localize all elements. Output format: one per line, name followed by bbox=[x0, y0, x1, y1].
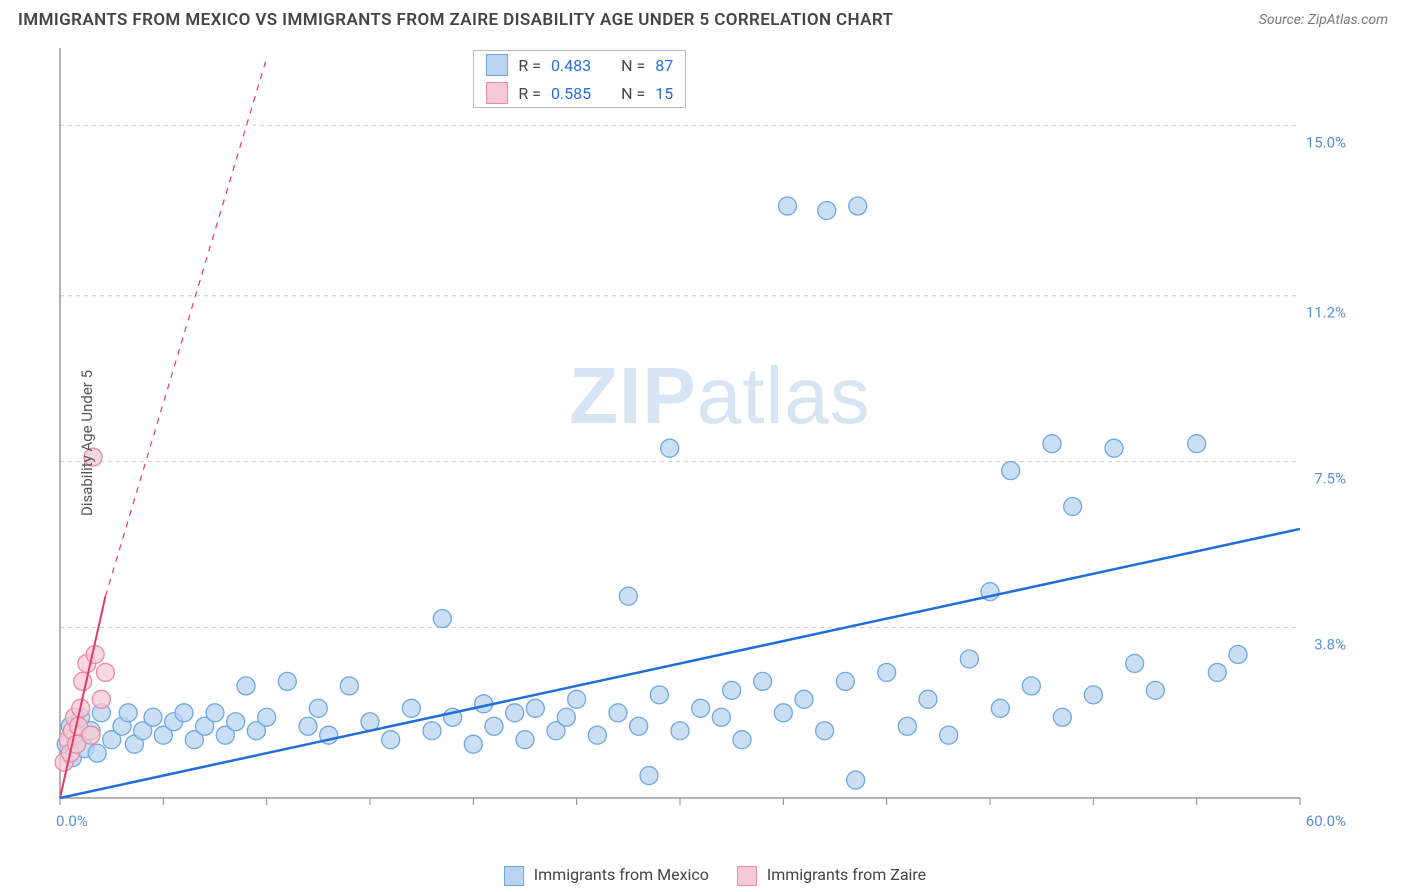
svg-text:11.2%: 11.2% bbox=[1306, 304, 1346, 322]
corr-n-label: N = bbox=[621, 56, 645, 75]
corr-r-value: 0.585 bbox=[551, 84, 591, 103]
svg-text:3.8%: 3.8% bbox=[1314, 636, 1346, 654]
corr-swatch bbox=[486, 82, 508, 104]
corr-row: R = 0.585 N = 15 bbox=[474, 79, 685, 107]
legend-swatch-mexico bbox=[504, 866, 524, 886]
svg-text:0.0%: 0.0% bbox=[56, 812, 88, 830]
plot-area: Disability Age Under 5 ZIPatlas 3.8%7.5%… bbox=[50, 48, 1390, 838]
title-bar: IMMIGRANTS FROM MEXICO VS IMMIGRANTS FRO… bbox=[0, 0, 1406, 36]
corr-n-label: N = bbox=[621, 84, 645, 103]
source-label: Source: ZipAtlas.com bbox=[1259, 12, 1388, 28]
legend-label-mexico: Immigrants from Mexico bbox=[534, 865, 709, 884]
legend-label-zaire: Immigrants from Zaire bbox=[767, 865, 926, 884]
svg-text:15.0%: 15.0% bbox=[1306, 133, 1346, 151]
svg-text:7.5%: 7.5% bbox=[1314, 470, 1346, 488]
corr-r-value: 0.483 bbox=[551, 56, 591, 75]
corr-swatch bbox=[486, 54, 508, 76]
corr-n-value: 87 bbox=[655, 56, 673, 75]
bottom-legend: Immigrants from Mexico Immigrants from Z… bbox=[0, 865, 1406, 886]
corr-row: R = 0.483 N = 87 bbox=[474, 51, 685, 79]
legend-swatch-zaire bbox=[737, 866, 757, 886]
chart-title: IMMIGRANTS FROM MEXICO VS IMMIGRANTS FRO… bbox=[18, 10, 893, 30]
scatter-chart: 3.8% 7.5% 11.2% 15.0% 0.0% 60.0% bbox=[50, 48, 1390, 838]
svg-text:60.0%: 60.0% bbox=[1306, 812, 1346, 830]
corr-r-label: R = bbox=[518, 56, 541, 75]
correlation-legend: R = 0.483 N = 87 R = 0.585 N = 15 bbox=[473, 50, 686, 108]
y-axis-label: Disability Age Under 5 bbox=[78, 370, 96, 516]
corr-n-value: 15 bbox=[655, 84, 673, 103]
corr-r-label: R = bbox=[518, 84, 541, 103]
